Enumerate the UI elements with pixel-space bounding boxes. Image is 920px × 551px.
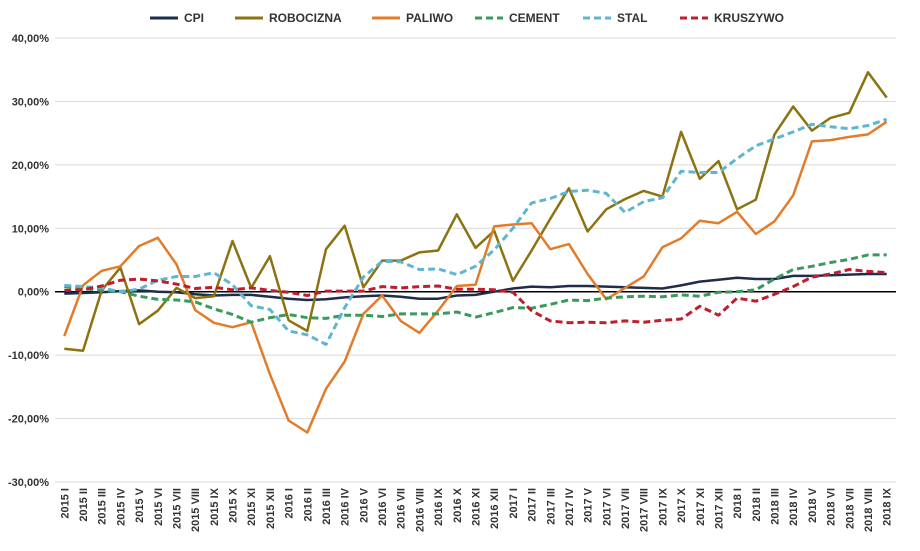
series-line-cement bbox=[64, 253, 887, 324]
legend-label: CEMENT bbox=[509, 11, 560, 25]
x-tick-label: 2017 III bbox=[545, 488, 557, 525]
legend-label: KRUSZYWO bbox=[714, 11, 784, 25]
x-tick-label: 2018 III bbox=[770, 488, 782, 525]
y-tick-label: -20,00% bbox=[8, 414, 49, 426]
series-lines bbox=[63, 71, 888, 434]
x-tick-label: 2016 III bbox=[321, 488, 333, 525]
x-tick-label: 2018 IX bbox=[882, 487, 894, 526]
x-tick-label: 2016 V bbox=[358, 487, 370, 523]
y-tick-label: -10,00% bbox=[8, 350, 49, 362]
x-tick-label: 2017 XII bbox=[713, 488, 725, 529]
x-tick-label: 2015 VI bbox=[153, 488, 165, 526]
legend-item-robocizna: ROBOCIZNA bbox=[235, 11, 342, 25]
legend-item-kruszywo: KRUSZYWO bbox=[680, 11, 784, 25]
x-tick-label: 2018 V bbox=[807, 487, 819, 523]
x-tick-label: 2015 XI bbox=[246, 488, 258, 526]
x-axis: 2015 I 2015 II 2015 III 2015 IV 2015 V 2015 V… bbox=[59, 487, 893, 532]
legend-label: CPI bbox=[184, 11, 204, 25]
x-tick-label: 2015 VIII bbox=[190, 488, 202, 532]
x-tick-label: 2015 II bbox=[78, 488, 90, 522]
x-tick-label: 2018 VI bbox=[826, 488, 838, 526]
y-tick-label: 20,00% bbox=[12, 160, 50, 172]
legend-label: ROBOCIZNA bbox=[269, 11, 342, 25]
y-tick-label: 0,00% bbox=[18, 287, 49, 299]
y-tick-label: -30,00% bbox=[8, 477, 49, 489]
x-tick-label: 2017 IX bbox=[657, 487, 669, 526]
x-tick-label: 2016 VII bbox=[396, 488, 408, 529]
x-tick-label: 2017 VIII bbox=[639, 488, 651, 532]
legend-item-cpi: CPI bbox=[150, 11, 204, 25]
x-tick-label: 2016 VIII bbox=[414, 488, 426, 532]
x-tick-label: 2018 I bbox=[732, 488, 744, 519]
x-tick-label: 2018 VII bbox=[844, 488, 856, 529]
series-line-paliwo bbox=[63, 120, 888, 434]
series-line-robocizna bbox=[64, 71, 888, 352]
x-tick-label: 2015 III bbox=[97, 488, 109, 525]
x-tick-label: 2015 IV bbox=[115, 487, 127, 526]
x-tick-label: 2015 VII bbox=[171, 488, 183, 529]
x-tick-label: 2017 I bbox=[508, 488, 520, 519]
x-tick-label: 2016 X bbox=[452, 487, 464, 523]
x-tick-label: 2015 X bbox=[228, 487, 240, 523]
y-tick-label: 30,00% bbox=[12, 96, 50, 108]
x-tick-label: 2018 VIII bbox=[863, 488, 875, 532]
horizontal-gridlines bbox=[55, 37, 896, 483]
legend-item-stal: STAL bbox=[583, 11, 647, 25]
x-tick-label: 2015 IX bbox=[209, 487, 221, 526]
x-tick-label: 2015 I bbox=[59, 488, 71, 519]
legend-label: PALIWO bbox=[406, 11, 453, 25]
legend: CPI ROBOCIZNA PALIWO CEMENT STAL KRUSZYWO bbox=[150, 11, 784, 25]
legend-item-paliwo: PALIWO bbox=[372, 11, 453, 25]
x-tick-label: 2017 IV bbox=[564, 487, 576, 526]
series-line-cpi bbox=[64, 272, 887, 302]
x-tick-label: 2017 XI bbox=[695, 488, 707, 526]
x-tick-label: 2016 IX bbox=[433, 487, 445, 526]
series-line-stal bbox=[64, 117, 888, 346]
x-tick-label: 2017 V bbox=[583, 487, 595, 523]
x-tick-label: 2016 II bbox=[302, 488, 314, 522]
y-axis: -30,00% -20,00% -10,00% 0,00% 10,00% 20,00% 30… bbox=[8, 33, 49, 489]
x-tick-label: 2016 I bbox=[284, 488, 296, 519]
x-tick-label: 2017 II bbox=[527, 488, 539, 522]
y-tick-label: 40,00% bbox=[12, 33, 50, 45]
x-tick-label: 2018 II bbox=[751, 488, 763, 522]
x-tick-label: 2016 IV bbox=[340, 487, 352, 526]
x-tick-label: 2015 V bbox=[134, 487, 146, 523]
legend-item-cement: CEMENT bbox=[475, 11, 560, 25]
y-tick-label: 10,00% bbox=[12, 223, 50, 235]
x-tick-label: 2017 VII bbox=[620, 488, 632, 529]
x-tick-label: 2018 IV bbox=[788, 487, 800, 526]
x-tick-label: 2017 VI bbox=[601, 488, 613, 526]
legend-label: STAL bbox=[617, 11, 647, 25]
x-tick-label: 2017 X bbox=[676, 487, 688, 523]
x-tick-label: 2016 XII bbox=[489, 488, 501, 529]
x-tick-label: 2015 XII bbox=[265, 488, 277, 529]
x-tick-label: 2016 XI bbox=[471, 488, 483, 526]
x-tick-label: 2016 VI bbox=[377, 488, 389, 526]
